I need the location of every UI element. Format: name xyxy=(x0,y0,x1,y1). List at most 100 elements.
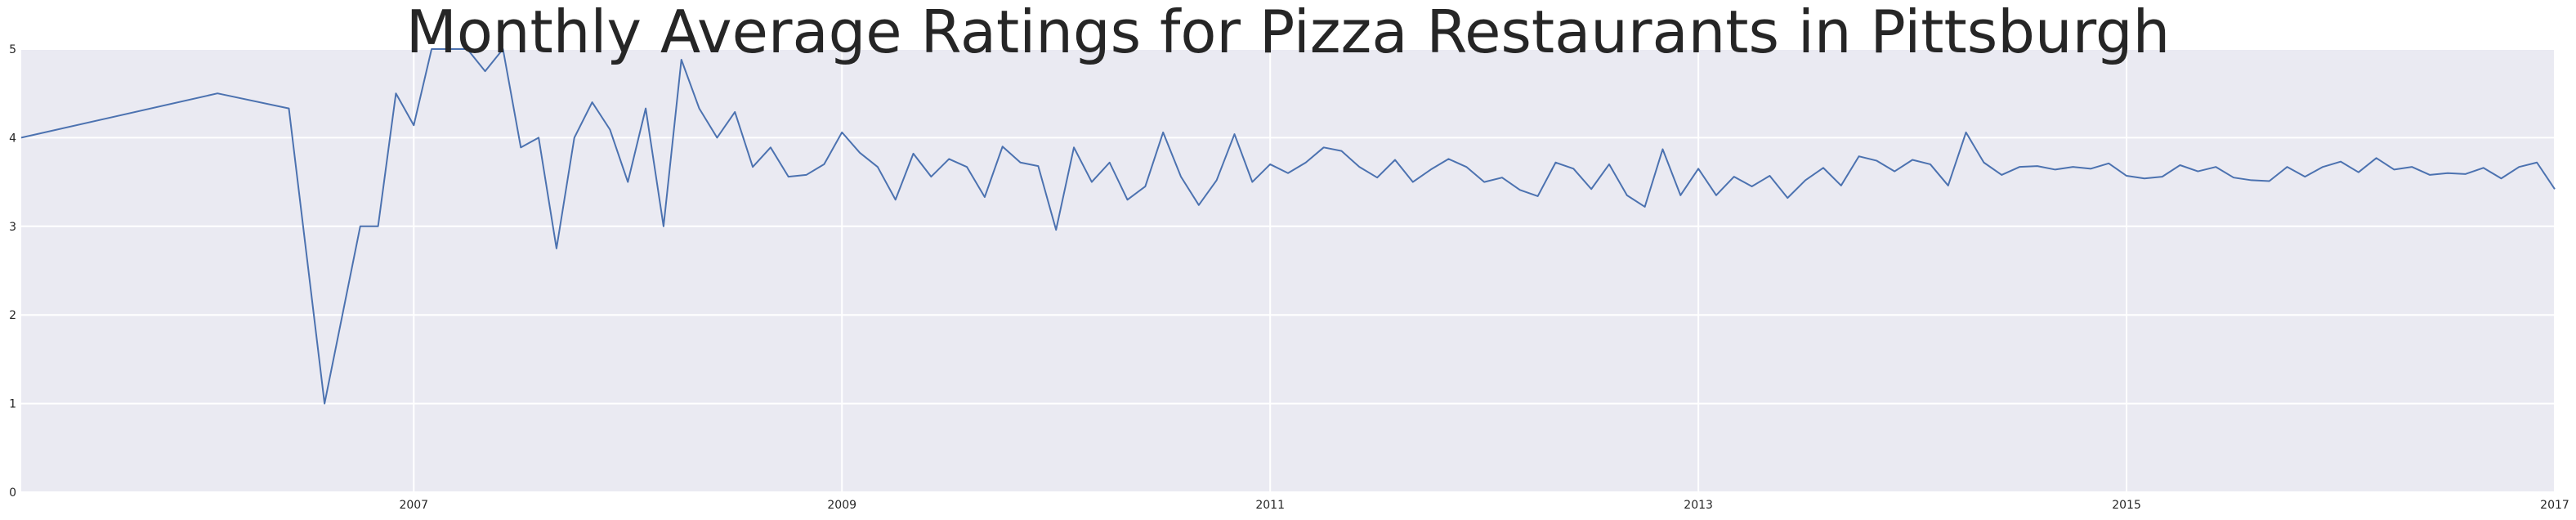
data-point xyxy=(2447,173,2449,174)
data-point xyxy=(699,108,700,110)
data-point xyxy=(877,166,879,168)
data-point xyxy=(1644,206,1646,208)
series-layer xyxy=(20,48,2556,405)
data-point xyxy=(1234,133,1236,135)
data-point xyxy=(1430,168,1432,170)
data-point xyxy=(1769,175,1770,177)
data-point xyxy=(2126,175,2127,177)
data-point xyxy=(1483,182,1485,183)
data-point xyxy=(752,166,754,168)
data-point xyxy=(574,137,575,138)
data-point xyxy=(859,152,861,154)
data-point xyxy=(556,248,557,249)
data-point xyxy=(2340,161,2341,163)
data-point xyxy=(2536,162,2538,164)
data-point xyxy=(948,158,950,159)
data-point xyxy=(2233,177,2234,178)
data-point xyxy=(2215,166,2216,168)
data-point xyxy=(2483,167,2484,168)
data-point xyxy=(2376,157,2377,159)
data-point xyxy=(1358,166,1360,168)
data-point xyxy=(2411,166,2413,168)
data-point xyxy=(360,226,361,227)
data-point xyxy=(609,129,610,131)
data-point xyxy=(1412,182,1414,183)
data-point xyxy=(645,108,646,110)
data-point xyxy=(1537,195,1539,197)
data-point xyxy=(1447,158,1449,159)
data-point xyxy=(1948,185,1949,186)
data-point xyxy=(2001,174,2002,176)
data-point xyxy=(2269,181,2270,182)
data-point xyxy=(2037,165,2038,167)
data-point xyxy=(2501,177,2502,179)
data-point xyxy=(2287,166,2288,168)
data-point xyxy=(663,226,664,227)
data-point xyxy=(930,176,932,177)
data-point xyxy=(1251,182,1253,183)
data-point xyxy=(2180,164,2181,166)
data-point xyxy=(1822,167,1824,168)
data-point xyxy=(966,166,968,168)
data-point xyxy=(823,164,825,165)
x-tick-label: 2009 xyxy=(827,499,856,512)
data-point xyxy=(895,199,897,200)
data-point xyxy=(1269,164,1271,165)
data-point xyxy=(1109,162,1111,164)
x-tick-label: 2013 xyxy=(1684,499,1713,512)
data-point xyxy=(520,146,521,148)
data-point xyxy=(485,70,486,72)
data-point xyxy=(538,137,539,138)
series-line xyxy=(20,48,2556,405)
data-point xyxy=(324,403,325,405)
data-point xyxy=(1519,189,1521,191)
data-point xyxy=(984,196,986,198)
chart-title: Monthly Average Ratings for Pizza Restau… xyxy=(406,0,2171,66)
data-point xyxy=(1144,186,1146,187)
data-point xyxy=(788,176,789,177)
data-point xyxy=(2322,166,2323,168)
data-point xyxy=(1394,159,1396,161)
data-point xyxy=(1216,179,1218,181)
data-point xyxy=(1572,168,1574,169)
data-point xyxy=(2019,166,2020,168)
data-point xyxy=(2108,163,2109,164)
data-point xyxy=(1055,229,1057,231)
data-point xyxy=(288,108,289,110)
data-point xyxy=(2055,168,2056,170)
data-point xyxy=(2429,174,2431,176)
data-point xyxy=(1876,160,1877,162)
data-point xyxy=(1554,162,1556,164)
data-point xyxy=(1805,179,1806,181)
data-point xyxy=(378,226,379,227)
x-tick-label: 2011 xyxy=(1255,499,1285,512)
plot-background xyxy=(21,49,2555,492)
data-point xyxy=(1376,177,1378,178)
data-point xyxy=(1091,182,1093,183)
data-point xyxy=(20,137,22,138)
data-point xyxy=(1697,168,1699,169)
data-point xyxy=(2162,176,2163,177)
x-tick-label: 2015 xyxy=(2112,499,2141,512)
data-point xyxy=(1983,162,1984,164)
data-point xyxy=(2304,176,2305,177)
data-point xyxy=(2251,179,2252,181)
data-point xyxy=(2554,188,2556,190)
data-point xyxy=(1966,132,1967,133)
data-point xyxy=(2073,166,2074,168)
data-point xyxy=(2090,168,2091,169)
data-point xyxy=(1840,185,1842,186)
data-point xyxy=(1930,164,1931,165)
data-point xyxy=(1590,188,1592,190)
data-point xyxy=(1002,146,1004,147)
data-point xyxy=(395,92,396,94)
data-point xyxy=(1198,204,1200,206)
data-point xyxy=(1323,146,1325,148)
y-tick-label: 1 xyxy=(9,398,16,411)
tick-labels: 0 1 2 3 4 5 2007 2009 2011 2013 2015 2017 xyxy=(9,43,2569,512)
data-point xyxy=(1127,199,1129,200)
data-point xyxy=(2358,172,2359,173)
data-point xyxy=(1073,146,1075,148)
data-point xyxy=(1733,176,1735,177)
data-point xyxy=(2144,177,2145,179)
